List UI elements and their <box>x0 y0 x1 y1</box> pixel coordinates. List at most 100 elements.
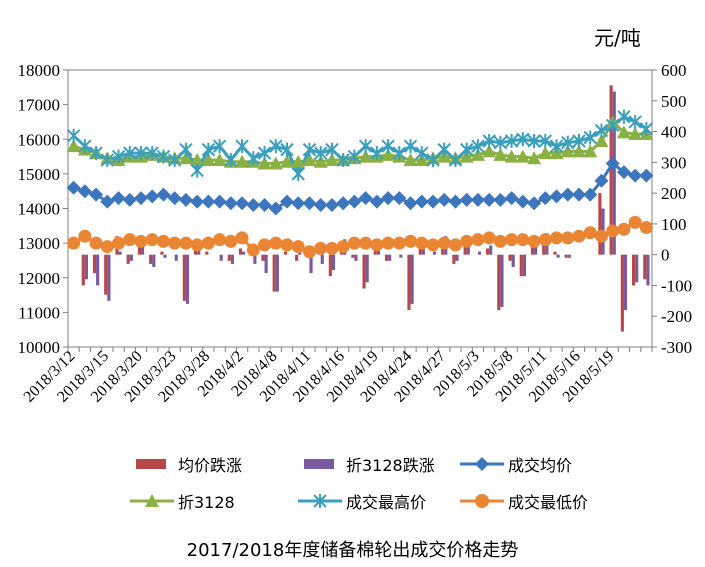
right-axis-tick-label: 500 <box>661 92 687 111</box>
bar-z3128-change <box>455 254 459 261</box>
point-max-price <box>347 149 362 164</box>
bar-avg-change <box>160 251 164 255</box>
legend-swatch-line-triangle <box>130 494 174 507</box>
point-avg-price <box>369 194 384 209</box>
right-axis-tick-label: 300 <box>661 153 687 172</box>
left-axis-tick-label: 10000 <box>18 338 61 357</box>
point-avg-price <box>212 194 227 209</box>
point-avg-price <box>246 198 261 213</box>
point-z3128 <box>594 133 609 147</box>
point-z3128 <box>381 147 396 161</box>
bar-avg-change <box>362 254 366 289</box>
point-min-price <box>325 241 339 255</box>
bar-z3128-change <box>320 254 324 264</box>
point-avg-price <box>347 194 362 209</box>
legend-label: 折3128 <box>178 493 235 512</box>
bar-avg-change <box>530 245 535 255</box>
legend-item-avg-change: 均价跌涨 <box>130 452 242 476</box>
bar-z3128-change <box>253 254 257 264</box>
point-avg-price <box>100 194 115 209</box>
legend-label: 成交最高价 <box>346 493 427 512</box>
point-max-price <box>381 139 395 154</box>
point-min-price <box>437 236 451 250</box>
bar-z3128-change <box>264 254 268 274</box>
point-max-price <box>493 135 508 150</box>
point-min-price <box>460 234 474 248</box>
point-avg-price <box>639 168 654 183</box>
point-z3128 <box>302 153 317 167</box>
left-axis-tick-label: 12000 <box>18 269 61 288</box>
point-avg-price <box>291 196 306 211</box>
point-max-price <box>639 121 654 136</box>
point-max-price <box>291 166 305 181</box>
point-min-price <box>392 236 406 250</box>
point-min-price <box>336 240 350 254</box>
point-max-price <box>415 146 429 161</box>
point-max-price <box>370 146 384 161</box>
bar-z3128-change <box>534 245 538 255</box>
bar-z3128-change <box>556 254 560 258</box>
bar-avg-change <box>643 254 647 280</box>
point-max-price <box>257 146 272 161</box>
bar-avg-change <box>519 254 523 277</box>
point-z3128 <box>493 147 508 161</box>
bar-z3128-change <box>96 254 100 286</box>
bar-avg-change <box>238 248 243 255</box>
bar-avg-change <box>609 85 613 255</box>
point-max-price <box>448 153 463 168</box>
chart-caption: 2017/2018年度储备棉轮出成交价格走势 <box>186 540 519 561</box>
bar-z3128-change <box>174 254 178 261</box>
point-z3128 <box>616 125 631 139</box>
point-max-price <box>145 146 159 161</box>
point-z3128 <box>470 147 485 161</box>
point-avg-price <box>493 192 508 207</box>
bar-avg-change <box>137 242 141 255</box>
bar-z3128-change <box>612 91 616 255</box>
legend-label: 成交最低价 <box>508 493 589 512</box>
bar-avg-change <box>272 254 276 292</box>
point-max-price <box>100 153 115 168</box>
bar-z3128-change <box>466 242 470 255</box>
point-avg-price <box>156 187 171 202</box>
point-max-price <box>123 146 137 161</box>
point-min-price <box>201 236 215 250</box>
bar-avg-change <box>508 254 512 261</box>
bar-avg-change <box>463 242 467 255</box>
point-max-price <box>179 142 193 157</box>
point-avg-price <box>538 191 553 206</box>
point-min-price <box>190 238 204 252</box>
point-avg-price <box>145 189 160 204</box>
point-min-price <box>269 236 283 250</box>
point-max-price <box>167 153 182 168</box>
point-z3128 <box>358 149 373 163</box>
point-avg-price <box>178 192 193 207</box>
left-axis-tick-label: 18000 <box>18 61 61 80</box>
point-max-price <box>437 142 451 157</box>
point-max-price <box>617 109 631 124</box>
bar-z3128-change <box>163 254 167 258</box>
bar-avg-change <box>542 242 546 255</box>
point-avg-price <box>302 196 317 211</box>
bar-z3128-change <box>511 254 515 267</box>
bar-z3128-change <box>522 254 526 277</box>
bar-z3128-change <box>623 254 628 311</box>
bar-avg-change <box>632 254 636 286</box>
point-avg-price <box>381 191 396 206</box>
left-axis-tick-label: 16000 <box>18 130 61 149</box>
point-avg-price <box>470 192 485 207</box>
bar-z3128-change <box>635 254 639 283</box>
bar-z3128-change <box>84 254 88 280</box>
bar-z3128-change <box>646 254 650 286</box>
bar-z3128-change <box>567 254 571 258</box>
point-min-price <box>550 231 564 245</box>
point-min-price <box>224 234 238 248</box>
point-min-price <box>561 231 575 245</box>
point-avg-price <box>122 192 137 207</box>
point-avg-price <box>426 194 440 209</box>
point-avg-price <box>448 194 463 209</box>
right-axis-tick-label: 400 <box>661 123 687 142</box>
bar-z3128-change <box>298 251 302 255</box>
bar-avg-change <box>407 254 411 311</box>
point-min-price <box>156 234 170 248</box>
